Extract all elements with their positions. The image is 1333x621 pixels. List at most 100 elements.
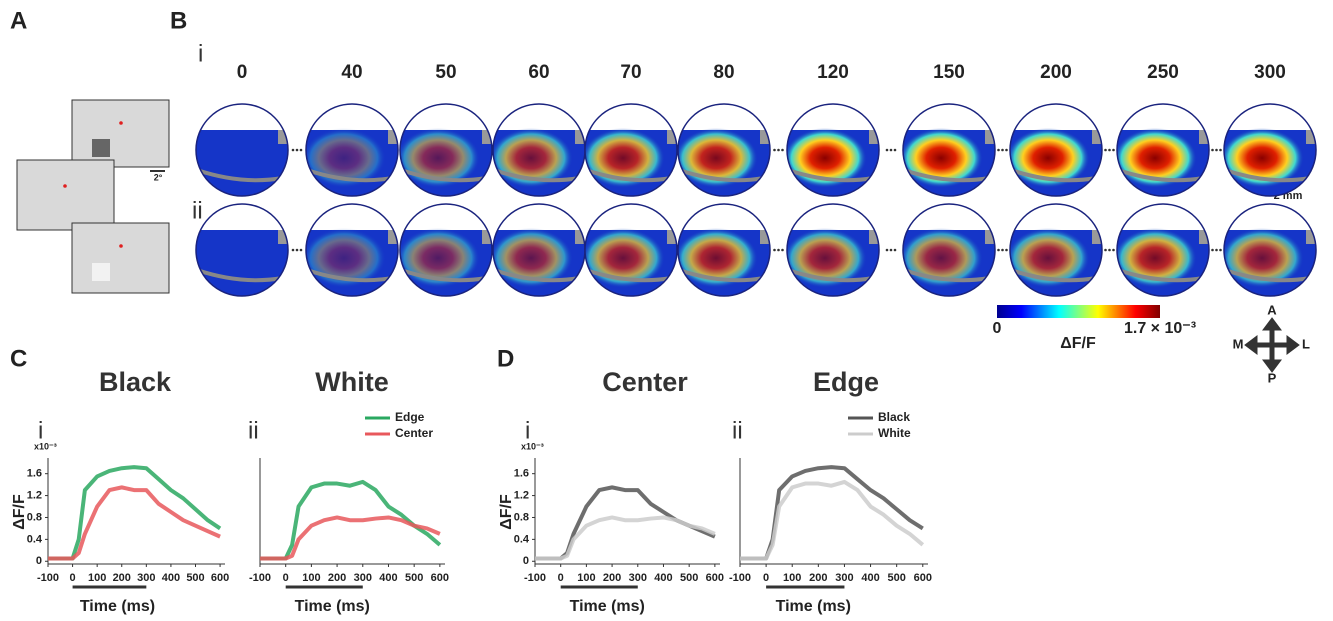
ellipsis-dot (300, 149, 303, 152)
panel-sublabel: ii (732, 417, 743, 444)
chart-title: Edge (813, 367, 879, 397)
time-label: 300 (1254, 62, 1286, 83)
y-tick-label: 0 (36, 555, 42, 567)
ellipsis-dot (300, 249, 303, 252)
y-axis-label: ΔF/F (498, 494, 515, 530)
ellipsis-dot (292, 149, 295, 152)
ellipsis-dot (1005, 249, 1008, 252)
y-tick-label: 0.4 (27, 533, 43, 545)
x-tick-label: 500 (186, 572, 204, 584)
y-tick-label: 0.8 (514, 511, 529, 523)
y-tick-label: 1.6 (27, 468, 42, 480)
ellipsis-dot (997, 249, 1000, 252)
x-tick-label: 600 (914, 572, 932, 584)
x-axis-label: Time (ms) (80, 598, 155, 615)
row-label: i (198, 40, 203, 67)
time-label: 70 (620, 62, 641, 83)
ellipsis-dot (886, 249, 889, 252)
y-scale-label: x10⁻³ (34, 441, 57, 451)
panel-sublabel: ii (248, 417, 259, 444)
ellipsis-dot (894, 149, 897, 152)
x-tick-label: 0 (283, 572, 289, 584)
ellipsis-dot (777, 249, 780, 252)
compass-label: A (1267, 302, 1277, 317)
ellipsis-dot (886, 149, 889, 152)
scale-label: 2° (154, 172, 163, 182)
time-label: 150 (933, 62, 965, 83)
chart-title: White (315, 367, 389, 397)
x-tick-label: 600 (211, 572, 229, 584)
time-label: 80 (713, 62, 734, 83)
x-tick-label: 600 (706, 572, 724, 584)
x-tick-label: -100 (37, 572, 59, 584)
ellipsis-dot (1005, 149, 1008, 152)
colorbar-min: 0 (993, 320, 1002, 337)
x-tick-label: 400 (379, 572, 397, 584)
legend-label: White (878, 426, 911, 440)
x-tick-label: 0 (558, 572, 564, 584)
series-line (48, 487, 220, 558)
ellipsis-dot (1001, 149, 1004, 152)
time-label: 250 (1147, 62, 1179, 83)
ellipsis-dot (1211, 149, 1214, 152)
time-label: 200 (1040, 62, 1072, 83)
series-line (740, 482, 923, 559)
chart-title: Black (99, 367, 172, 397)
figure: A B C D 2° i ii 2 mm 0 1.7 × 10⁻³ ΔF/F A… (0, 0, 1333, 621)
colorbar-max: 1.7 × 10⁻³ (1124, 320, 1196, 337)
x-tick-label: 300 (835, 572, 853, 584)
x-tick-label: 400 (861, 572, 879, 584)
x-tick-label: -100 (524, 572, 546, 584)
compass-label: P (1268, 370, 1277, 385)
ellipsis-dot (773, 249, 776, 252)
x-tick-label: 200 (328, 572, 346, 584)
ellipsis-dot (890, 249, 893, 252)
y-axis-label: ΔF/F (11, 494, 28, 530)
y-tick-label: 1.2 (514, 489, 529, 501)
series-line (48, 467, 220, 558)
ellipsis-dot (1215, 149, 1218, 152)
x-tick-label: -100 (729, 572, 751, 584)
colorbar-label: ΔF/F (1060, 335, 1096, 352)
series-line (535, 517, 715, 558)
x-tick-label: 100 (88, 572, 106, 584)
ellipsis-dot (894, 249, 897, 252)
x-tick-label: 100 (783, 572, 801, 584)
x-tick-label: 100 (577, 572, 595, 584)
y-tick-label: 1.2 (27, 489, 42, 501)
ellipsis-dot (1108, 149, 1111, 152)
x-axis-label: Time (ms) (295, 598, 370, 615)
x-tick-label: 300 (629, 572, 647, 584)
x-tick-label: 200 (113, 572, 131, 584)
x-tick-label: 200 (809, 572, 827, 584)
ellipsis-dot (1219, 149, 1222, 152)
x-tick-label: 200 (603, 572, 621, 584)
ellipsis-dot (1211, 249, 1214, 252)
x-tick-label: 300 (354, 572, 372, 584)
ellipsis-dot (1112, 149, 1115, 152)
ellipsis-dot (781, 149, 784, 152)
x-tick-label: 600 (431, 572, 449, 584)
panel-label: A (10, 7, 27, 34)
ellipsis-dot (1108, 249, 1111, 252)
ellipsis-dot (296, 149, 299, 152)
series-line (740, 467, 923, 558)
x-tick-label: 500 (887, 572, 905, 584)
ellipsis-dot (296, 249, 299, 252)
y-tick-label: 0.4 (514, 533, 530, 545)
ellipsis-dot (997, 149, 1000, 152)
panel-sublabel: i (525, 417, 530, 444)
legend-label: Edge (395, 410, 425, 424)
ellipsis-dot (777, 149, 780, 152)
series-line (535, 487, 715, 558)
row-label: ii (192, 197, 203, 224)
panel-label: C (10, 345, 27, 372)
x-axis-label: Time (ms) (570, 598, 645, 615)
y-tick-label: 0.8 (27, 511, 42, 523)
x-tick-label: 400 (654, 572, 672, 584)
ellipsis-dot (1219, 249, 1222, 252)
compass-label: L (1302, 336, 1310, 351)
panel-sublabel: i (38, 417, 43, 444)
ellipsis-dot (1215, 249, 1218, 252)
x-axis-label: Time (ms) (776, 598, 851, 615)
